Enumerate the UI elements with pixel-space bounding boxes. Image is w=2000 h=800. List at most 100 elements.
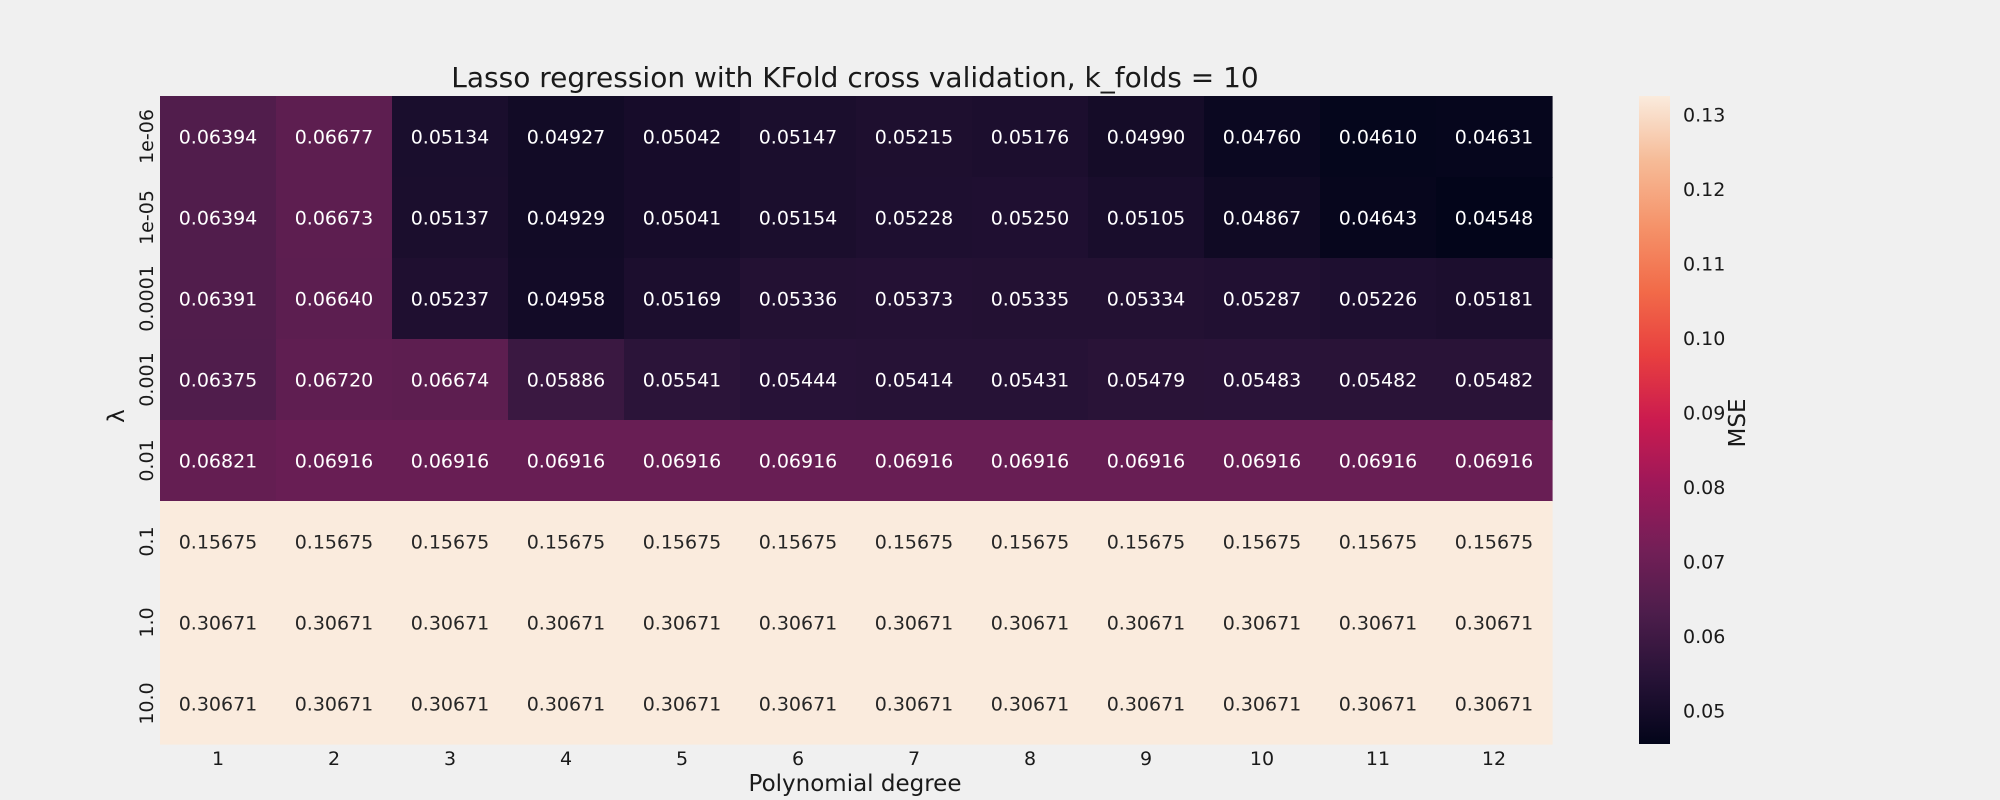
heatmap-cell: [160, 501, 277, 583]
heatmap-cell: [1204, 339, 1321, 421]
heatmap-cell-value: 0.04867: [1223, 208, 1302, 230]
heatmap-cell-value: 0.05444: [759, 370, 838, 392]
heatmap-cell: [856, 582, 973, 664]
heatmap-cell: [624, 663, 741, 745]
x-tick-label: 12: [1482, 748, 1506, 770]
heatmap-cell: [276, 177, 393, 259]
heatmap-cell: [972, 501, 1089, 583]
heatmap-cell: [1088, 501, 1205, 583]
heatmap-cell-value: 0.30671: [411, 613, 490, 635]
heatmap-cell: [740, 582, 857, 664]
heatmap-cell-value: 0.05482: [1455, 370, 1534, 392]
heatmap-cell: [1204, 501, 1321, 583]
heatmap-cell-value: 0.05431: [991, 370, 1070, 392]
heatmap-cell-value: 0.06821: [179, 451, 258, 473]
heatmap-cell: [972, 663, 1089, 745]
heatmap-cell: [624, 582, 741, 664]
heatmap-cell-value: 0.15675: [527, 532, 606, 554]
heatmap-cell: [1436, 339, 1553, 421]
heatmap-cell-value: 0.04927: [527, 127, 606, 149]
heatmap-cell: [392, 177, 509, 259]
heatmap-cell-value: 0.15675: [411, 532, 490, 554]
x-tick-label: 5: [676, 748, 688, 770]
heatmap-cell-value: 0.06375: [179, 370, 258, 392]
colorbar-tick-labels: 0.05 0.06 0.07 0.08 0.09 0.10 0.11 0.12 0.13: [1683, 105, 1725, 723]
heatmap-cells: [160, 96, 1553, 745]
heatmap-cell: [1320, 582, 1437, 664]
heatmap-cell-value: 0.05226: [1339, 289, 1418, 311]
heatmap-cell-value: 0.06916: [527, 451, 606, 473]
colorbar: [1639, 96, 1670, 744]
heatmap-cell: [1088, 339, 1205, 421]
heatmap-cell-value: 0.06394: [179, 208, 258, 230]
heatmap-cell-value: 0.30671: [1455, 694, 1534, 716]
heatmap-cell: [1320, 177, 1437, 259]
heatmap-cell: [508, 177, 625, 259]
heatmap-cell: [740, 96, 857, 178]
heatmap-cell-value: 0.05414: [875, 370, 954, 392]
y-tick-label: 1e-05: [136, 190, 158, 245]
heatmap-cell: [160, 177, 277, 259]
colorbar-tick-label: 0.06: [1683, 626, 1725, 648]
heatmap-cell: [392, 339, 509, 421]
x-tick-label: 2: [328, 748, 340, 770]
x-tick-label: 8: [1024, 748, 1036, 770]
heatmap-cell-value: 0.15675: [643, 532, 722, 554]
heatmap-cell-value: 0.05334: [1107, 289, 1186, 311]
heatmap-cell: [508, 96, 625, 178]
colorbar-tick-label: 0.07: [1683, 552, 1725, 574]
heatmap-cell-value: 0.30671: [643, 694, 722, 716]
heatmap-cell: [740, 501, 857, 583]
y-axis-tick-labels: 1e-06 1e-05 0.0001 0.001 0.01 0.1 1.0 10.0: [136, 109, 158, 725]
heatmap-cell-value: 0.05483: [1223, 370, 1302, 392]
heatmap-cell-value: 0.30671: [759, 613, 838, 635]
heatmap-cell: [740, 663, 857, 745]
y-tick-label: 0.001: [136, 352, 158, 406]
heatmap-cell-value: 0.06673: [295, 208, 374, 230]
heatmap-cell: [624, 501, 741, 583]
heatmap-cell: [740, 339, 857, 421]
heatmap-cell: [1320, 663, 1437, 745]
heatmap-cell-value: 0.30671: [1455, 613, 1534, 635]
heatmap-cell: [740, 258, 857, 340]
heatmap-cell: [1320, 339, 1437, 421]
heatmap-cell-value: 0.30671: [643, 613, 722, 635]
heatmap-cell: [508, 501, 625, 583]
heatmap-cell: [1436, 501, 1553, 583]
heatmap-cell: [740, 420, 857, 502]
heatmap-cell-value: 0.15675: [875, 532, 954, 554]
heatmap-cell: [1204, 663, 1321, 745]
heatmap-cell: [276, 420, 393, 502]
heatmap-cell-value: 0.30671: [1107, 694, 1186, 716]
heatmap-cell-value: 0.05181: [1455, 289, 1534, 311]
heatmap-cell-value: 0.15675: [1223, 532, 1302, 554]
x-axis-tick-labels: 1 2 3 4 5 6 7 8 9 10 11 12: [212, 748, 1506, 770]
heatmap-cell-value: 0.06916: [411, 451, 490, 473]
colorbar-tick-label: 0.09: [1683, 403, 1725, 425]
heatmap-cell: [972, 177, 1089, 259]
heatmap-cell: [1088, 258, 1205, 340]
heatmap-cell: [392, 663, 509, 745]
heatmap-cell: [276, 258, 393, 340]
heatmap-cell-value: 0.05482: [1339, 370, 1418, 392]
heatmap-cell: [1088, 582, 1205, 664]
heatmap-cell: [1320, 501, 1437, 583]
heatmap-cell-value: 0.30671: [875, 613, 954, 635]
heatmap-cell-value: 0.06916: [1455, 451, 1534, 473]
heatmap-cell-value: 0.06916: [1223, 451, 1302, 473]
heatmap-cell: [624, 339, 741, 421]
heatmap-cell: [508, 663, 625, 745]
heatmap-cell: [1320, 96, 1437, 178]
heatmap-cell: [392, 96, 509, 178]
heatmap-cell: [856, 663, 973, 745]
heatmap-cell-value: 0.04929: [527, 208, 606, 230]
heatmap-cell-value: 0.15675: [759, 532, 838, 554]
heatmap-cell-value: 0.04643: [1339, 208, 1418, 230]
heatmap-cell: [856, 96, 973, 178]
x-tick-label: 4: [560, 748, 572, 770]
heatmap-cell-value: 0.30671: [295, 613, 374, 635]
heatmap-cell-value: 0.30671: [527, 694, 606, 716]
heatmap-cell-value: 0.05176: [991, 127, 1070, 149]
heatmap-cell-value: 0.05041: [643, 208, 722, 230]
colorbar-tick-label: 0.12: [1683, 179, 1725, 201]
